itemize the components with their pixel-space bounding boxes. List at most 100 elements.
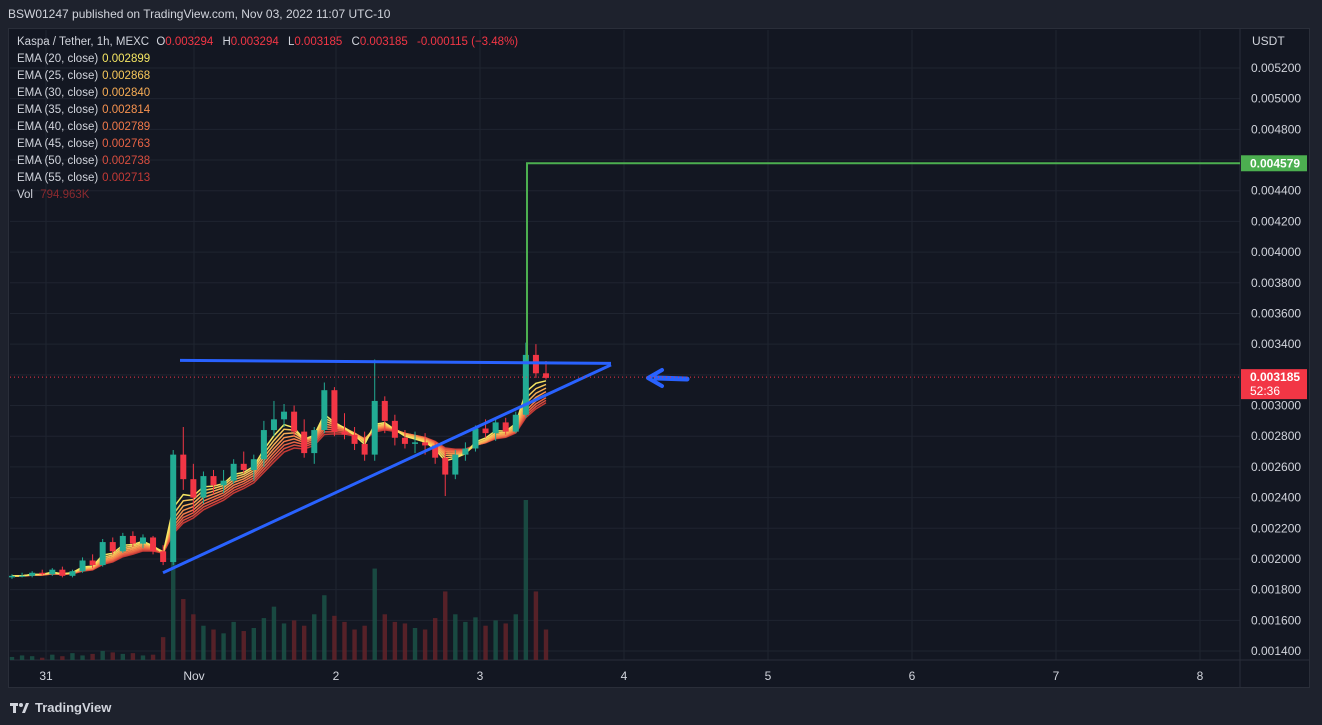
price-tick-label: 0.003800: [1251, 276, 1301, 290]
price-tick-label: 0.003400: [1251, 337, 1301, 351]
tradingview-logo[interactable]: TradingView: [10, 700, 111, 715]
candles: [9, 342, 549, 579]
target-line: [526, 162, 1240, 360]
time-tick-label: 31: [39, 669, 53, 683]
candle-body: [321, 390, 328, 431]
candle: [462, 442, 469, 461]
candle-body: [291, 411, 298, 432]
candle: [351, 427, 358, 451]
volume-bar: [40, 657, 45, 660]
footer-bar: TradingView: [0, 688, 1322, 725]
candle-body: [29, 572, 36, 576]
price-tick-label: 0.002600: [1251, 460, 1301, 474]
volume-bar: [422, 629, 428, 660]
volume-bar: [352, 629, 357, 660]
candle-body: [180, 454, 187, 480]
volume-bar: [271, 606, 277, 660]
volume-bar: [80, 655, 85, 660]
candle: [502, 417, 509, 435]
publish-info: BSW01247 published on TradingView.com, N…: [8, 7, 391, 21]
volume-bar: [322, 595, 327, 660]
candle: [331, 387, 338, 437]
candle-body: [361, 443, 368, 455]
ema-ribbon: [12, 380, 547, 577]
candle-body: [331, 390, 338, 432]
candle: [321, 382, 328, 434]
price-tick-label: 0.002200: [1251, 521, 1301, 535]
ema-legend-row[interactable]: EMA (25, close) 0.002868: [17, 68, 518, 85]
ema-label: EMA (40, close): [17, 121, 99, 133]
volume-bar: [120, 653, 126, 660]
candle-body: [109, 542, 116, 552]
candle: [19, 572, 26, 578]
volume-bar: [312, 614, 317, 660]
arrow-head: [646, 368, 664, 388]
price-tick-label: 0.002800: [1251, 429, 1301, 443]
candle-body: [492, 422, 499, 434]
ema-legend-row[interactable]: EMA (40, close) 0.002789: [17, 119, 518, 136]
candle-body: [39, 572, 46, 575]
candle-body: [412, 442, 419, 444]
volume-bar: [9, 656, 15, 660]
target-price-tag: 0.004579: [1241, 155, 1307, 172]
ema-label: EMA (50, close): [17, 155, 99, 167]
volume-bar: [332, 615, 337, 660]
volume-bar: [291, 620, 297, 660]
candle-body: [452, 454, 459, 475]
ema-legend-row[interactable]: EMA (35, close) 0.002814: [17, 102, 518, 119]
ema-line: [12, 394, 547, 577]
candle: [129, 531, 136, 547]
symbol-name[interactable]: Kaspa / Tether, 1h, MEXC: [17, 36, 150, 48]
candle-body: [462, 448, 469, 455]
resistance-line: [179, 358, 612, 365]
volume-bar: [503, 623, 508, 660]
candle: [301, 419, 308, 458]
price-chart[interactable]: USDT0.0052000.0050000.0048000.0046000.00…: [0, 0, 1322, 690]
legend-volume-row[interactable]: Vol 794.963K: [17, 187, 518, 204]
volume-bar: [281, 623, 287, 660]
last-price-label: 0.003185: [1250, 370, 1300, 384]
ema-value: 0.002840: [102, 87, 151, 99]
ema-line: [12, 397, 547, 577]
ema-legend-row[interactable]: EMA (50, close) 0.002738: [17, 153, 518, 170]
volume-bar: [140, 655, 146, 660]
ema-list: EMA (20, close) 0.002899 EMA (25, close) 0.…: [17, 51, 518, 187]
ema-value: 0.002789: [102, 121, 151, 133]
ema-legend-row[interactable]: EMA (20, close) 0.002899: [17, 51, 518, 68]
volume-bar: [29, 656, 35, 660]
ema-legend-row[interactable]: EMA (45, close) 0.002763: [17, 136, 518, 153]
candle-body: [543, 373, 549, 378]
chart-frame[interactable]: [8, 28, 1310, 688]
legend-symbol-row: Kaspa / Tether, 1h, MEXC O0.003294 H0.00…: [17, 34, 518, 51]
volume-bar: [362, 625, 367, 660]
ema-value: 0.002868: [102, 70, 151, 82]
candle: [69, 569, 76, 578]
candle-body: [160, 551, 167, 563]
ema-legend-row[interactable]: EMA (55, close) 0.002713: [17, 170, 518, 187]
candle: [170, 450, 177, 566]
volume-bar: [50, 654, 55, 660]
time-axis: 31 Nov 2 3 4 5 6 7 8: [39, 669, 1203, 683]
volume-bar: [181, 599, 186, 660]
candle-body: [301, 431, 308, 454]
ema-label: EMA (25, close): [17, 70, 99, 82]
brand-name: TradingView: [35, 700, 112, 715]
ema-value: 0.002738: [102, 155, 151, 167]
volume-bar: [473, 617, 478, 660]
time-tick-label: 4: [621, 669, 628, 683]
candle: [150, 535, 157, 555]
ema-legend-row[interactable]: EMA (30, close) 0.002840: [17, 85, 518, 102]
candle: [139, 534, 146, 549]
volume-bar: [191, 614, 196, 660]
candle-body: [79, 560, 86, 572]
price-tick-label: 0.004800: [1251, 122, 1301, 136]
drawing-tools: [162, 162, 1240, 575]
candle-body: [401, 437, 408, 444]
candle: [512, 411, 519, 434]
volume-bar: [453, 614, 458, 660]
candle: [371, 359, 378, 461]
price-tick-label: 0.004400: [1251, 184, 1301, 198]
volume-bar: [372, 568, 377, 660]
candle-body: [89, 560, 96, 566]
candle-body: [341, 431, 348, 435]
